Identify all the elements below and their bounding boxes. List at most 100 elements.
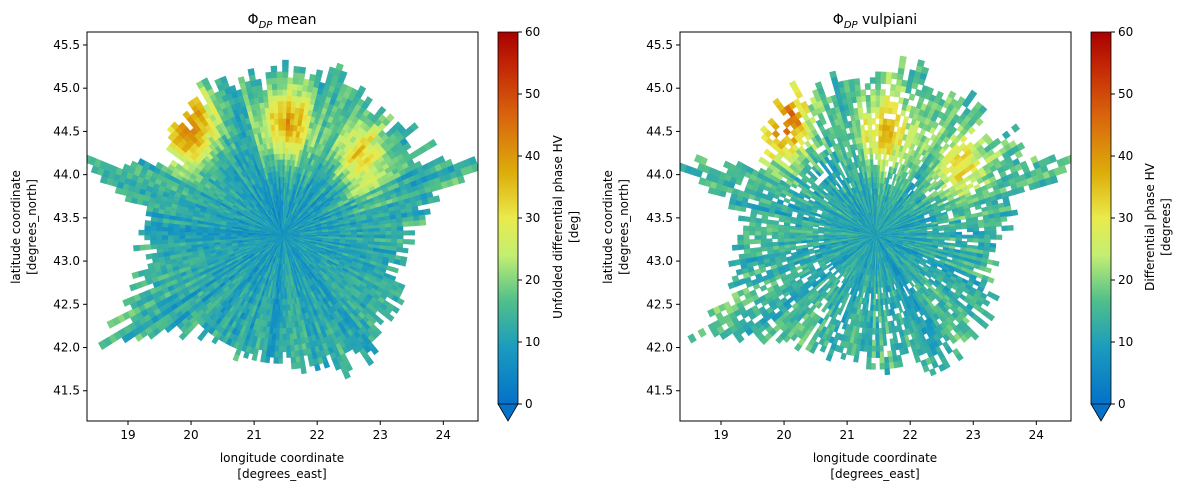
colorbar-tick-label: 10 — [525, 335, 540, 349]
field-cell — [155, 230, 163, 236]
field-cell — [875, 88, 881, 96]
field-cell — [243, 351, 250, 359]
field-cell — [270, 71, 278, 79]
field-cell — [293, 65, 301, 74]
field-cell — [351, 232, 358, 236]
field-cell — [879, 89, 886, 96]
field-cell — [391, 238, 398, 244]
field-cell — [282, 94, 288, 102]
field-cell — [269, 112, 275, 120]
x-tick-label: 20 — [183, 428, 198, 442]
field-cell — [274, 118, 280, 125]
field-cell — [219, 234, 226, 238]
field-cell — [356, 231, 364, 236]
field-cell — [875, 100, 881, 108]
field-cell — [357, 85, 367, 95]
field-cell — [274, 123, 280, 131]
field-cell — [292, 83, 299, 91]
field-cell — [419, 219, 427, 226]
field-cell — [287, 83, 294, 90]
field-cell — [279, 170, 283, 178]
field-cell — [278, 141, 283, 149]
plot-area — [87, 59, 478, 380]
x-axis-label-units: [degrees_east] — [237, 467, 326, 481]
field-cell — [201, 234, 209, 239]
field-cell — [275, 135, 280, 143]
field-cell — [282, 345, 287, 353]
field-cell — [282, 112, 288, 119]
field-cell — [290, 350, 296, 358]
field-cell — [402, 221, 409, 227]
field-cell — [362, 231, 370, 236]
field-cell — [875, 112, 881, 119]
field-cell — [265, 77, 273, 85]
field-cell — [138, 244, 146, 251]
field-cell — [418, 214, 426, 221]
field-cell — [213, 234, 220, 238]
field-cell — [273, 106, 279, 114]
field-cell — [282, 71, 289, 79]
field-cell — [150, 239, 157, 245]
field-cell — [902, 115, 910, 124]
field-cell — [277, 88, 283, 96]
chart-title: ΦDP vulpiani — [833, 12, 917, 31]
field-cell — [144, 234, 151, 241]
field-cell — [281, 211, 283, 219]
field-cell — [278, 135, 283, 143]
field-cell — [224, 234, 232, 238]
field-cell — [291, 89, 298, 97]
field-cell — [282, 328, 287, 335]
field-cell — [471, 162, 478, 173]
field-cell — [280, 182, 283, 189]
field-cell — [413, 220, 421, 227]
field-cell — [286, 94, 293, 102]
field-cell — [286, 106, 292, 114]
field-cell — [894, 90, 901, 98]
field-cell — [401, 247, 409, 254]
field-cell — [300, 366, 307, 375]
field-cell — [290, 362, 297, 370]
y-tick-label: 42.5 — [53, 297, 80, 311]
field-cell — [277, 351, 283, 359]
field-cell — [282, 83, 289, 90]
field-cell — [161, 234, 168, 240]
field-cell — [884, 159, 889, 167]
field-cell — [282, 293, 286, 300]
field-cell — [908, 93, 916, 101]
field-cell — [268, 100, 275, 108]
colorbar-tick-label: 20 — [525, 273, 540, 287]
field-cell — [314, 363, 321, 372]
field-cell — [280, 194, 283, 201]
colorbar-gradient — [498, 32, 518, 404]
field-cell — [391, 234, 398, 240]
field-cell — [279, 159, 283, 166]
field-cell — [276, 83, 283, 90]
field-cell — [884, 95, 891, 103]
field-cell — [282, 129, 287, 137]
field-cell — [278, 124, 283, 131]
field-cell — [178, 234, 186, 240]
field-cell — [282, 141, 287, 149]
field-cell — [281, 217, 283, 224]
field-cell — [232, 353, 240, 362]
field-cell — [880, 77, 887, 85]
field-cell — [131, 271, 140, 279]
x-tick-label: 24 — [436, 428, 451, 442]
field-cell — [262, 89, 269, 97]
field-cell — [282, 100, 288, 108]
field-cell — [155, 239, 163, 245]
y-tick-label: 44.5 — [53, 124, 80, 138]
field-cell — [195, 234, 203, 239]
field-cell — [891, 107, 898, 115]
field-cell — [921, 66, 930, 75]
chart-title: ΦDP mean — [248, 12, 317, 31]
field-cell — [364, 96, 373, 105]
field-cell — [155, 234, 163, 240]
field-cell — [396, 238, 404, 245]
field-cell — [272, 89, 279, 96]
field-cell — [278, 345, 283, 353]
field-cell — [408, 239, 415, 245]
x-tick-label: 23 — [373, 428, 388, 442]
field-cell — [881, 165, 886, 172]
field-cell — [879, 106, 885, 114]
